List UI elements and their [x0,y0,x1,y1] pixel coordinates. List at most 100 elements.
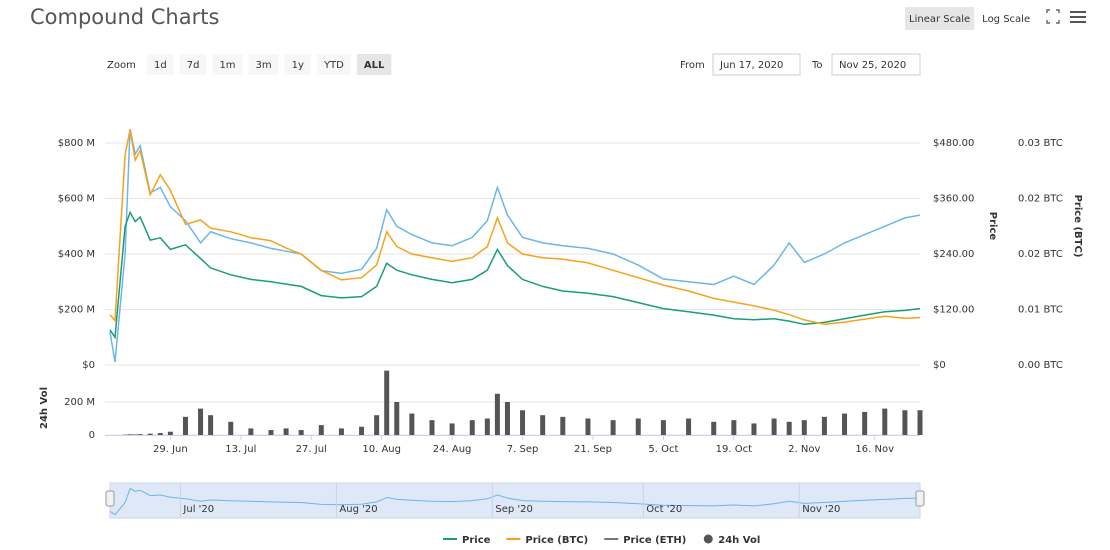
volume-bar [862,411,868,435]
volume-bar [374,415,380,435]
navigator-handle[interactable] [105,490,115,507]
volume-bar [585,418,591,435]
legend-symbol [703,534,713,544]
y2-tick-label: $480.00 [933,138,974,149]
zoom-button[interactable] [147,54,174,75]
zoom-button[interactable] [356,54,392,75]
volume-bar [359,426,365,435]
volume-bar [409,413,415,435]
legend-label[interactable]: Price [462,535,491,546]
y2-tick-label: $240.00 [933,249,974,260]
navigator-line [109,487,921,516]
volume-bar [882,408,888,435]
y3-tick-label: 0.03 BTC [1018,138,1063,149]
volume-bar [137,434,143,435]
volume-bar [208,415,214,435]
y3-tick-label: 0.02 BTC [1018,249,1063,260]
volume-bar [469,420,475,435]
menu-icon[interactable] [1070,11,1086,23]
y-tick-label: $800 M [58,138,95,149]
y-tick-label: $400 M [58,249,95,260]
volume-bar [198,408,204,435]
navigator-tick-label: Jul '20 [182,504,214,515]
to-value: Nov 25, 2020 [839,60,906,71]
volume-bar [157,433,163,435]
volume-bar [751,423,757,435]
volume-bar [298,430,304,435]
zoom-button[interactable] [212,54,243,75]
scale-button-label: Log Scale [982,14,1030,25]
x-tick-label: 29. Jun [153,444,188,455]
legend-label[interactable]: 24h Vol [718,535,760,546]
scale-button[interactable] [905,7,975,30]
volume-bar [731,420,737,435]
volume-bar [147,433,153,435]
legend-label[interactable]: Price (ETH) [623,535,686,546]
y2-tick-label: $360.00 [933,194,974,205]
y-tick-label: $600 M [58,194,95,205]
x-tick-label: 19. Oct [716,444,752,455]
volume-bar [610,420,616,435]
price-line [109,128,921,363]
volume-bar [560,416,566,435]
navigator-tick-label: Aug '20 [339,504,377,515]
navigator-handle[interactable] [915,490,925,507]
to-label: To [811,60,823,71]
fullscreen-icon[interactable] [1046,9,1060,24]
to-input[interactable] [831,53,921,76]
x-tick-label: 21. Sep [574,444,612,455]
volume-bar [504,402,510,435]
volume-bar [384,370,390,435]
zoom-button[interactable] [248,54,279,75]
navigator-tick-label: Sep '20 [495,504,532,515]
volume-bar [540,415,546,435]
navigator-tick-label: Nov '20 [802,504,840,515]
from-value: Jun 17, 2020 [719,60,783,71]
zoom-button-label: 7d [187,60,200,71]
volume-bar [338,428,344,435]
volume-bar [484,418,490,435]
zoom-button[interactable] [179,54,207,75]
volume-bar [127,434,133,435]
volume-bar [635,418,641,435]
from-label: From [680,60,705,71]
x-tick-label: 24. Aug [433,444,472,455]
volume-bar [711,421,717,435]
volume-bar [318,425,324,435]
y2-tick-label: $0 [933,360,946,371]
x-tick-label: 7. Sep [507,444,539,455]
zoom-button-label: 1y [292,60,304,71]
volume-bar [917,410,923,435]
y-tick-label: $200 M [58,305,95,316]
price-line [109,210,921,340]
x-tick-label: 10. Aug [362,444,401,455]
y3-tick-label: 0.01 BTC [1018,305,1063,316]
volume-bar [494,393,500,435]
volume-bar [283,428,289,435]
x-tick-label: 2. Nov [788,444,820,455]
zoom-button[interactable] [284,54,311,75]
from-input[interactable] [712,53,801,76]
volume-bar [248,428,254,435]
volume-bar [394,402,400,435]
y3-tick-label: 0.02 BTC [1018,194,1063,205]
zoom-button[interactable] [316,54,351,75]
volume-bar [842,413,848,435]
volume-bar [182,416,188,435]
volume-bar [268,430,274,435]
price-line [109,129,921,326]
volume-bar [686,418,692,435]
volume-bar [660,420,666,435]
zoom-button-label: 1d [154,60,167,71]
volume-bar [902,410,908,435]
x-tick-label: 13. Jul [225,444,256,455]
x-tick-label: 27. Jul [296,444,327,455]
volume-bar [520,410,526,435]
legend-label[interactable]: Price (BTC) [525,535,588,546]
volume-bar [786,421,792,435]
x-tick-label: 16. Nov [855,444,894,455]
y2-axis-title: Price [987,212,998,241]
volume-tick-label: 0 [89,430,95,441]
volume-bar [821,416,827,435]
volume-axis-title: 24h Vol [39,387,50,429]
